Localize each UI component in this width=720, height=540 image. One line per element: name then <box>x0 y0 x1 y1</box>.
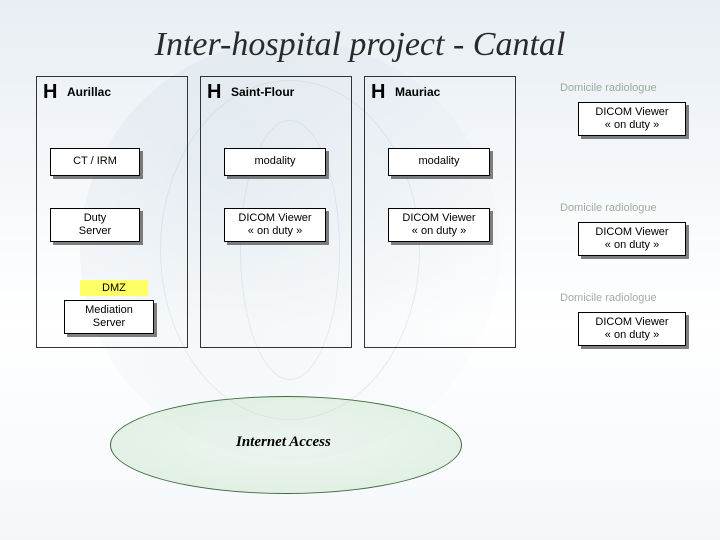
site-name-aurillac: Aurillac <box>67 85 111 99</box>
remote-label-3: Domicile radiologue <box>560 292 657 304</box>
internet-label: Internet Access <box>236 434 331 451</box>
hospital-icon: H <box>207 81 221 104</box>
hospital-icon: H <box>43 81 57 104</box>
site-panel-aurillac: H Aurillac <box>36 76 188 348</box>
box-remote-viewer-2: DICOM Viewer « on duty » <box>578 222 686 256</box>
remote-label-1: Domicile radiologue <box>560 82 657 94</box>
dmz-label: DMZ <box>80 280 148 296</box>
box-remote-viewer-1: DICOM Viewer « on duty » <box>578 102 686 136</box>
hospital-icon: H <box>371 81 385 104</box>
site-panel-saint-flour: H Saint-Flour <box>200 76 352 348</box>
site-panel-mauriac: H Mauriac <box>364 76 516 348</box>
site-name-saint-flour: Saint-Flour <box>231 85 294 99</box>
page-title: Inter-hospital project - Cantal <box>0 26 720 64</box>
box-remote-viewer-3: DICOM Viewer « on duty » <box>578 312 686 346</box>
remote-label-2: Domicile radiologue <box>560 202 657 214</box>
site-name-mauriac: Mauriac <box>395 85 440 99</box>
